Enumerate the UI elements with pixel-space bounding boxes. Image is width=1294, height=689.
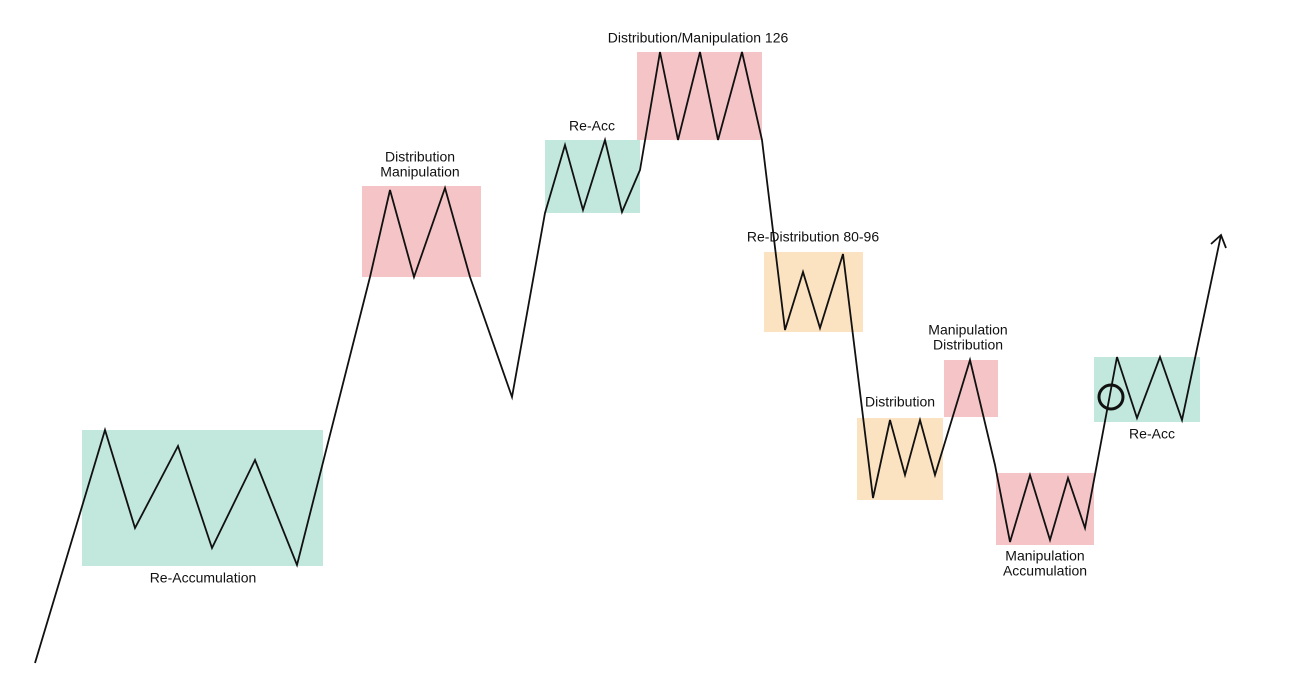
zone-box (82, 430, 323, 566)
zone-box (362, 186, 481, 277)
zone-label: Manipulation (380, 164, 459, 180)
zone-label: Re-Acc (569, 118, 615, 134)
zone-label: Distribution (385, 149, 455, 165)
zone-label: Manipulation (1005, 548, 1084, 564)
arrow-head (1210, 233, 1227, 249)
zone-label: Accumulation (1003, 563, 1087, 579)
zone-box (637, 52, 762, 140)
zone-label: Manipulation (928, 322, 1007, 338)
zone-label: Re-Accumulation (150, 570, 257, 586)
zone-box (545, 140, 640, 213)
zone-label: Re-Acc (1129, 426, 1175, 442)
zone-box (944, 360, 998, 417)
price-path (34, 51, 1222, 664)
zone-label: Distribution (933, 337, 1003, 353)
zone-label: Distribution (865, 394, 935, 410)
zone-label: Distribution/Manipulation 126 (608, 30, 789, 46)
zone-label: Re-Distribution 80-96 (747, 229, 879, 245)
entry-circle (1097, 383, 1125, 411)
